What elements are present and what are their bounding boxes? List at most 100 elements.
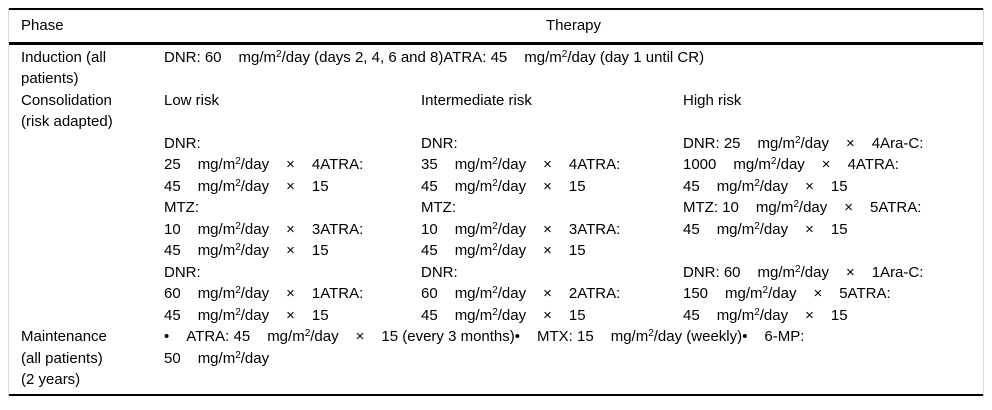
therapy-token: 45 — [683, 306, 700, 324]
column-header-therapy: Therapy — [545, 17, 602, 34]
risk-column-intermediate-risk: Intermediate risk DNR: 35 mg/m2/day × 4ATRA:… — [421, 90, 683, 327]
phase-line: Maintenance — [21, 328, 107, 345]
risk-column-high-risk: High risk DNR: 25 mg/m2/day × 4Ara-C: 1000 mg… — [683, 90, 983, 327]
therapy-protocol-table: Phase Therapy Induction (all patients) DNR… — [8, 8, 984, 396]
therapy-line: 25 mg/m2/day × 4ATRA: — [164, 154, 421, 176]
therapy-token: × — [805, 306, 814, 324]
column-header-phase: Phase — [21, 17, 64, 34]
therapy-token: 2ATRA: — [568, 285, 621, 302]
therapy-token: × — [543, 220, 552, 238]
therapy-line: 45 mg/m2/day × 15 — [164, 305, 421, 327]
therapy-token: 4ATRA: — [568, 156, 621, 173]
therapy-token: 3ATRA: — [568, 220, 621, 238]
therapy-token: DNR: — [421, 134, 458, 152]
therapy-token: 35 — [421, 156, 438, 173]
therapy-token: MTZ: 10 — [683, 199, 739, 216]
therapy-token: × — [543, 156, 552, 173]
therapy-token: 15 — [311, 306, 329, 324]
therapy-token: mg/m2/day — [716, 220, 789, 238]
therapy-token: 6-MP: — [764, 328, 805, 345]
therapy-token: Low risk — [164, 91, 220, 109]
therapy-token: 4ATRA: — [311, 156, 364, 173]
therapy-token: 5ATRA: — [870, 199, 922, 216]
therapy-token: 15 — [830, 177, 848, 195]
risk-column-low-risk: Low risk DNR: 25 mg/m2/day × 4ATRA: 45 mg/m2/d… — [164, 90, 421, 327]
therapy-token: mg/m2/day — [267, 328, 339, 345]
therapy-token: 10 — [421, 220, 438, 238]
therapy-token: Intermediate risk — [421, 91, 532, 109]
phase-cell-consolidation: Consolidation (risk adapted) — [9, 90, 164, 327]
therapy-token: 15 — [830, 220, 848, 238]
therapy-line: High risk — [683, 90, 983, 112]
phase-line: patients) — [21, 70, 79, 87]
therapy-line — [683, 240, 983, 262]
therapy-line: Intermediate risk — [421, 90, 683, 112]
therapy-token: × — [286, 306, 295, 324]
therapy-token: 45 — [164, 242, 181, 259]
therapy-token: MTZ: — [421, 199, 456, 216]
table-row-maintenance: Maintenance (all patients) (2 years) • ATRA:… — [9, 326, 983, 391]
therapy-token: 45 — [164, 177, 181, 195]
therapy-line: 35 mg/m2/day × 4ATRA: — [421, 154, 683, 176]
therapy-token: 25 — [164, 156, 181, 173]
table-rule-header-divider — [9, 41, 983, 45]
therapy-token: mg/m2/day — [454, 156, 527, 173]
therapy-token: × — [286, 156, 295, 173]
therapy-token: mg/m2/day (days 2, 4, 6 and 8)ATRA: 45 — [238, 48, 508, 66]
therapy-line: DNR: — [164, 262, 421, 284]
therapy-line: 10 mg/m2/day × 3ATRA: — [164, 219, 421, 241]
therapy-line: 45 mg/m2/day × 15 — [421, 240, 683, 262]
therapy-line — [164, 111, 421, 133]
therapy-line: 1000 mg/m2/day × 4ATRA: — [683, 154, 983, 176]
phase-line: (risk adapted) — [21, 113, 113, 130]
therapy-line: 45 mg/m2/day × 15 — [164, 176, 421, 198]
therapy-token: 45 — [421, 177, 438, 195]
table-rule-bottom — [9, 393, 983, 396]
therapy-line: 45 mg/m2/day × 15 — [683, 305, 983, 327]
table-row-induction: Induction (all patients) DNR: 60 mg/m2/day … — [9, 47, 983, 90]
therapy-token: DNR: — [164, 263, 201, 281]
therapy-token: mg/m2/day — [716, 306, 789, 324]
therapy-token: 60 — [164, 285, 181, 302]
therapy-token: 15 — [568, 306, 586, 324]
therapy-token: 45 — [421, 306, 438, 324]
therapy-token: mg/m2/day — [197, 242, 270, 259]
therapy-line: DNR: — [421, 133, 683, 155]
therapy-line: 45 mg/m2/day × 15 — [683, 219, 983, 241]
therapy-token: mg/m2/day — [197, 306, 270, 324]
therapy-token: 15 — [568, 242, 586, 259]
therapy-token: 45 — [683, 177, 700, 195]
therapy-token: mg/m2/day — [454, 242, 527, 259]
therapy-line: MTZ: — [421, 197, 683, 219]
therapy-token: mg/m2/day — [725, 285, 797, 302]
therapy-token: × — [543, 242, 552, 259]
therapy-line: 10 mg/m2/day × 3ATRA: — [421, 219, 683, 241]
therapy-line: 150 mg/m2/day × 5ATRA: — [683, 283, 983, 305]
therapy-line: MTZ: — [164, 197, 421, 219]
therapy-token: × — [286, 220, 295, 238]
therapy-line — [421, 111, 683, 133]
therapy-line: MTZ: 10 mg/m2/day × 5ATRA: — [683, 197, 983, 219]
therapy-token: 15 — [830, 306, 848, 324]
therapy-token: High risk — [683, 91, 742, 109]
table-rule-top — [9, 8, 983, 10]
therapy-token: mg/m2/day — [757, 134, 829, 152]
therapy-line: DNR: 60 mg/m2/day × 1Ara-C: — [683, 262, 983, 284]
therapy-line — [683, 111, 983, 133]
therapy-token: mg/m2/day — [733, 156, 805, 173]
therapy-token: 4ATRA: — [847, 156, 899, 173]
therapy-token: × — [813, 285, 823, 302]
therapy-token: 5ATRA: — [839, 285, 891, 302]
therapy-cell-consolidation: Low risk DNR: 25 mg/m2/day × 4ATRA: 45 mg/m2/d… — [164, 90, 983, 327]
therapy-token: × — [844, 199, 854, 216]
phase-line: Induction (all — [21, 48, 107, 66]
therapy-line: 45 mg/m2/day × 15 — [421, 305, 683, 327]
therapy-token: × — [286, 285, 295, 302]
therapy-token: mg/m2/day (weekly)• — [610, 328, 748, 345]
therapy-token: mg/m2/day — [755, 199, 828, 216]
therapy-line: DNR: 60 mg/m2/day (days 2, 4, 6 and 8)ATR… — [164, 47, 983, 69]
therapy-token: × — [355, 328, 365, 345]
therapy-line: Low risk — [164, 90, 421, 112]
therapy-token: mg/m2/day — [454, 285, 527, 302]
